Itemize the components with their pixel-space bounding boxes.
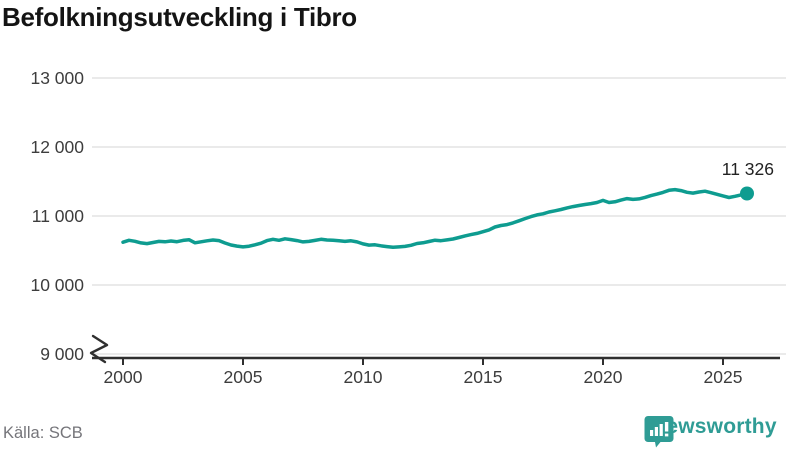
page-title: Befolkningsutveckling i Tibro <box>2 2 357 32</box>
axis-break-icon <box>89 334 109 364</box>
bar-chart-speech-bubble-icon <box>644 416 674 448</box>
x-tick-label: 2010 <box>343 367 383 387</box>
y-tick-label: 12 000 <box>30 137 84 157</box>
latest-value-dot <box>740 186 754 201</box>
x-tick-label: 2000 <box>103 367 143 387</box>
population-series-line <box>121 187 749 250</box>
y-tick-label: 11 000 <box>31 206 84 226</box>
y-tick-label: 13 000 <box>30 68 84 88</box>
latest-value-label: 11 326 <box>721 159 774 179</box>
x-tick-label: 2025 <box>703 367 743 387</box>
source-caption: Källa: SCB <box>3 424 83 442</box>
y-tick-label: 10 000 <box>30 275 84 295</box>
x-tick-label: 2020 <box>583 367 623 387</box>
brand-name: Newsworthy <box>651 415 777 438</box>
newsworthy-branding: Newsworthy <box>644 415 777 448</box>
x-tick-label: 2005 <box>223 367 263 387</box>
x-tick-label: 2015 <box>463 367 503 387</box>
y-tick-label: 9 000 <box>40 344 84 364</box>
